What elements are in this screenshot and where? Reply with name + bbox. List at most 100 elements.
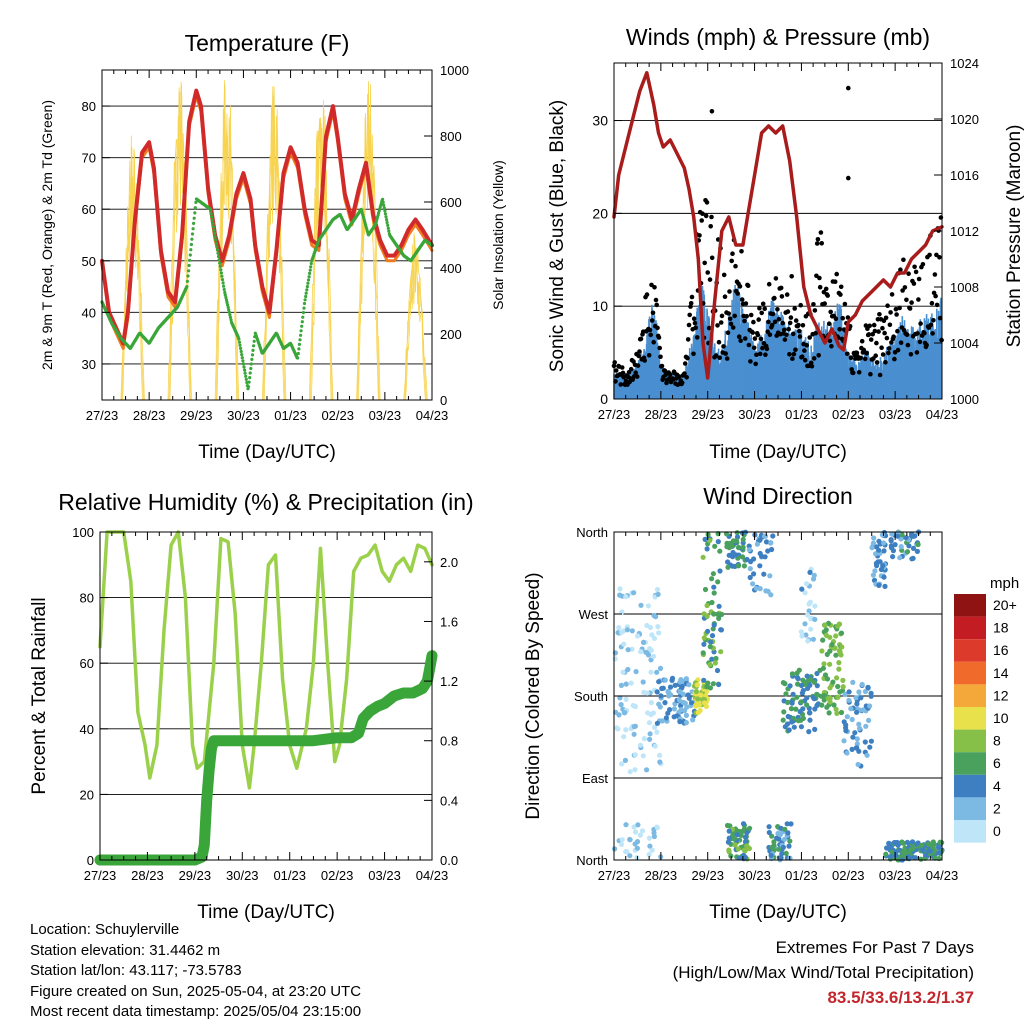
y2-tick-label: 1000: [950, 392, 979, 407]
direction-point: [876, 582, 882, 589]
direction-point: [807, 569, 813, 576]
direction-point: [757, 563, 763, 569]
y-tick-label: 30: [592, 113, 608, 129]
direction-point: [903, 535, 909, 541]
direction-point: [725, 559, 731, 565]
direction-point: [804, 702, 810, 708]
gust-point: [651, 339, 656, 345]
gust-point: [819, 241, 824, 246]
winds-title: Winds (mph) & Pressure (mb): [626, 24, 930, 50]
direction-point: [850, 679, 856, 686]
direction-point: [698, 692, 704, 698]
direction-point: [768, 852, 774, 859]
direction-point: [728, 853, 734, 859]
gust-point: [738, 338, 743, 344]
direction-point: [713, 655, 719, 662]
direction-point: [779, 851, 785, 857]
gust-point: [793, 347, 798, 353]
gust-point: [685, 355, 690, 361]
direction-point: [672, 682, 678, 688]
dewpoint-point: [212, 228, 216, 232]
direction-point: [766, 824, 772, 830]
direction-point: [781, 709, 787, 715]
direction-point: [784, 821, 790, 827]
direction-point: [657, 665, 664, 672]
gust-point: [721, 272, 727, 278]
gust-point: [897, 305, 902, 311]
direction-point: [880, 563, 886, 569]
dewpoint-point: [194, 200, 198, 204]
direction-point: [751, 556, 757, 562]
direction-point: [650, 653, 657, 659]
y2-tick-label: 1004: [950, 336, 979, 351]
direction-point: [726, 828, 732, 834]
colorbar-swatch: [954, 707, 986, 730]
dewpoint-point: [300, 320, 304, 324]
direction-point: [893, 849, 899, 855]
colorbar-swatch: [954, 729, 986, 753]
gust-point: [646, 353, 652, 358]
gust-point: [834, 271, 839, 277]
winds-y-label: Sonic Wind & Gust (Blue, Black): [547, 100, 568, 372]
direction-point: [678, 707, 684, 713]
direction-point: [843, 722, 849, 728]
gust-point: [613, 368, 619, 373]
gust-point: [880, 352, 886, 357]
direction-point: [833, 633, 839, 639]
direction-point: [734, 530, 740, 536]
direction-point: [786, 843, 792, 849]
dewpoint-point: [300, 324, 304, 328]
direction-point: [635, 822, 641, 828]
direction-point: [638, 602, 644, 608]
gust-point: [656, 335, 662, 340]
direction-point: [806, 601, 812, 607]
extremes-values: 83.5/33.6/13.2/1.37: [827, 988, 974, 1007]
dewpoint-point: [248, 376, 252, 380]
gust-point: [864, 351, 869, 356]
x-tick-label: 04/23: [416, 868, 449, 883]
gust-point: [872, 328, 878, 334]
direction-point: [787, 838, 793, 844]
direction-point: [796, 667, 802, 673]
dewpoint-point: [386, 226, 390, 230]
direction-point: [827, 648, 833, 654]
direction-point: [776, 846, 782, 852]
direction-point: [726, 847, 732, 853]
dewpoint-point: [385, 220, 389, 225]
gust-point: [649, 318, 655, 323]
gust-point: [787, 320, 793, 326]
direction-point: [807, 682, 813, 688]
direction-point: [632, 767, 638, 773]
direction-point: [669, 675, 676, 682]
direction-point: [658, 693, 664, 699]
gust-point: [654, 302, 659, 308]
direction-point: [868, 693, 874, 699]
direction-point: [619, 609, 625, 615]
direction-point: [715, 539, 721, 545]
x-tick-label: 02/23: [321, 408, 354, 423]
y2-tick-label: 600: [440, 195, 462, 210]
gust-point: [746, 342, 752, 348]
dewpoint-point: [302, 301, 307, 306]
gust-point: [887, 322, 893, 328]
direction-point: [868, 738, 875, 744]
direction-point: [889, 849, 895, 855]
direction-point: [802, 590, 808, 596]
solar-trace: [214, 80, 240, 401]
gust-point: [916, 297, 921, 302]
x-tick-label: 27/23: [84, 868, 117, 883]
x-tick-label: 03/23: [879, 868, 912, 883]
dewpoint-point: [225, 300, 229, 304]
direction-point: [726, 545, 732, 551]
direction-point: [631, 824, 637, 830]
dewpoint-point: [190, 237, 194, 241]
gust-point: [840, 315, 845, 321]
direction-point: [826, 710, 832, 716]
direction-point: [888, 844, 894, 850]
gust-point: [838, 284, 844, 290]
dewpoint-point: [384, 215, 388, 219]
direction-point: [853, 695, 859, 701]
direction-point: [726, 835, 732, 841]
x-tick-label: 04/23: [926, 407, 959, 422]
direction-point: [768, 592, 774, 598]
